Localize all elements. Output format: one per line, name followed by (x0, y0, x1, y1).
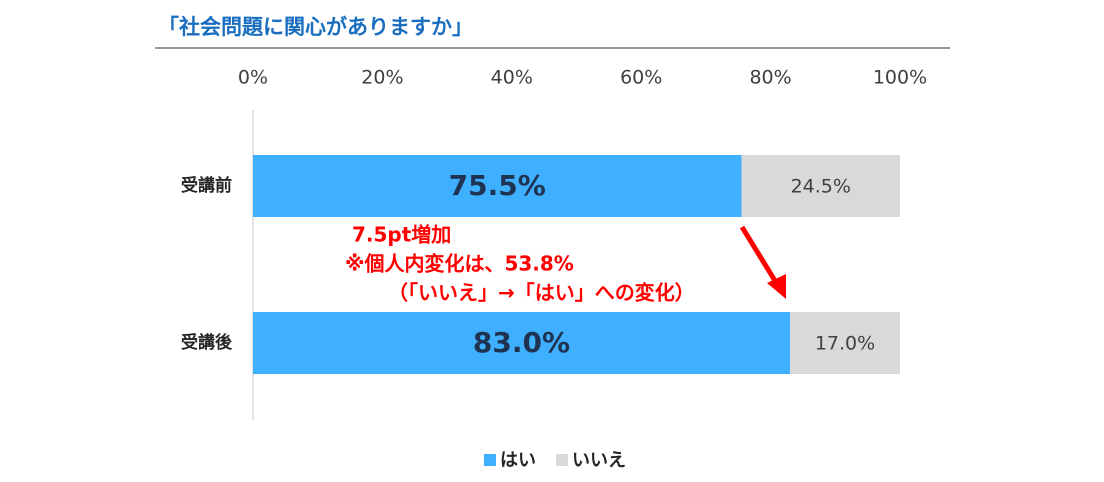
arrow (739, 225, 786, 299)
value-label: 83.0% (473, 326, 570, 359)
category-label: 受講前 (181, 175, 232, 196)
legend-swatch (556, 454, 568, 466)
x-tick-label: 0% (238, 67, 268, 89)
category-label: 受講後 (181, 332, 233, 353)
x-tick-label: 100% (873, 67, 927, 89)
legend-label: はい (500, 450, 536, 471)
bar-segment (741, 155, 900, 217)
value-label: 17.0% (815, 333, 875, 355)
value-label: 24.5% (791, 176, 851, 198)
x-tick-label: 60% (620, 67, 662, 89)
legend-label: いいえ (572, 450, 626, 471)
bar-segment (253, 312, 791, 374)
annotation: （「いいえ」→「はい」への変化） (388, 281, 695, 305)
chart-title: 「社会問題に関心がありますか」 (158, 15, 473, 39)
value-label: 75.5% (449, 169, 546, 202)
legend-swatch (484, 454, 496, 466)
bar-segment (790, 312, 900, 374)
bar-segment (253, 155, 742, 217)
annotation: ※個人内変化は、53.8% (345, 252, 574, 276)
x-tick-label: 80% (749, 67, 791, 89)
annotation: 7.5pt増加 (352, 223, 451, 247)
x-tick-label: 40% (491, 67, 533, 89)
x-tick-label: 20% (361, 67, 403, 89)
